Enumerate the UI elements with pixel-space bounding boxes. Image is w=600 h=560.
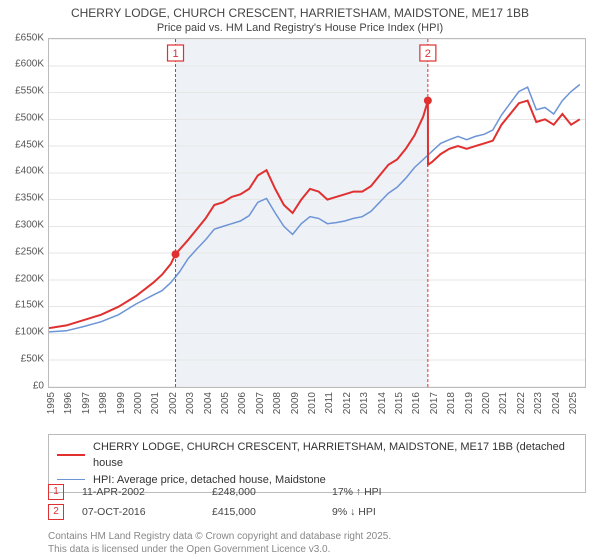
x-tick-label: 2011	[324, 392, 335, 414]
page-subtitle: Price paid vs. HM Land Registry's House …	[0, 22, 600, 34]
y-tick-label: £150K	[15, 300, 44, 311]
x-tick-label: 2019	[464, 392, 475, 414]
y-tick-label: £400K	[15, 166, 44, 177]
event-row: 1 11-APR-2002£248,00017% ↑ HPI	[48, 482, 586, 502]
y-tick-label: £550K	[15, 86, 44, 97]
x-tick-label: 2008	[272, 392, 283, 414]
event-date: 11-APR-2002	[82, 486, 212, 498]
y-tick-label: £650K	[15, 32, 44, 43]
x-tick-label: 2024	[551, 392, 562, 414]
y-tick-label: £0	[33, 380, 44, 391]
y-tick-label: £300K	[15, 219, 44, 230]
y-axis-labels: £0 £50K £100K £150K £200K £250K £300K £350K £400…	[0, 38, 46, 388]
x-tick-label: 1997	[81, 392, 92, 414]
x-tick-label: 2003	[185, 392, 196, 414]
legend-label-series1: CHERRY LODGE, CHURCH CRESCENT, HARRIETSH…	[93, 439, 577, 472]
x-tick-label: 2018	[446, 392, 457, 414]
x-tick-label: 2023	[533, 392, 544, 414]
x-tick-label: 2001	[150, 392, 161, 414]
legend-swatch-series1	[57, 454, 85, 456]
attribution-line2: This data is licensed under the Open Gov…	[48, 543, 586, 556]
x-tick-label: 2007	[255, 392, 266, 414]
x-tick-label: 2016	[411, 392, 422, 414]
x-tick-label: 2022	[516, 392, 527, 414]
event-row: 2 07-OCT-2016£415,0009% ↓ HPI	[48, 502, 586, 522]
attribution-line1: Contains HM Land Registry data © Crown c…	[48, 530, 586, 543]
x-tick-label: 1995	[46, 392, 57, 414]
legend-row: CHERRY LODGE, CHURCH CRESCENT, HARRIETSH…	[57, 439, 577, 472]
event-price: £248,000	[212, 486, 332, 498]
event-marker: 2	[48, 504, 64, 520]
x-tick-label: 2005	[220, 392, 231, 414]
plot-area: 12	[48, 38, 586, 388]
y-tick-label: £600K	[15, 59, 44, 70]
x-tick-label: 2020	[481, 392, 492, 414]
y-tick-label: £350K	[15, 193, 44, 204]
event-hpi: 17% ↑ HPI	[332, 486, 452, 498]
event-date: 07-OCT-2016	[82, 506, 212, 518]
x-tick-label: 2017	[429, 392, 440, 414]
page-title: CHERRY LODGE, CHURCH CRESCENT, HARRIETSH…	[10, 6, 590, 22]
x-tick-label: 2004	[203, 392, 214, 414]
event-marker: 1	[48, 484, 64, 500]
chart-svg: 12	[49, 39, 585, 387]
events-table: 1 11-APR-2002£248,00017% ↑ HPI 2 07-OCT-201…	[48, 482, 586, 522]
x-tick-label: 2012	[342, 392, 353, 414]
x-tick-label: 1999	[116, 392, 127, 414]
y-tick-label: £100K	[15, 327, 44, 338]
svg-text:1: 1	[172, 48, 178, 60]
x-tick-label: 2025	[568, 392, 579, 414]
x-tick-label: 2014	[377, 392, 388, 414]
x-tick-label: 1996	[63, 392, 74, 414]
y-tick-label: £500K	[15, 112, 44, 123]
x-tick-label: 2015	[394, 392, 405, 414]
event-hpi: 9% ↓ HPI	[332, 506, 452, 518]
chart-container: £0 £50K £100K £150K £200K £250K £300K £350K £400…	[0, 38, 600, 560]
x-tick-label: 2021	[498, 392, 509, 414]
x-tick-label: 2002	[168, 392, 179, 414]
event-price: £415,000	[212, 506, 332, 518]
x-tick-label: 2010	[307, 392, 318, 414]
x-tick-label: 2013	[359, 392, 370, 414]
x-tick-label: 2009	[290, 392, 301, 414]
y-tick-label: £250K	[15, 246, 44, 257]
y-tick-label: £50K	[21, 353, 44, 364]
attribution: Contains HM Land Registry data © Crown c…	[48, 530, 586, 556]
x-tick-label: 1998	[98, 392, 109, 414]
legend-swatch-series2	[57, 479, 85, 480]
y-tick-label: £200K	[15, 273, 44, 284]
x-tick-label: 2006	[237, 392, 248, 414]
x-tick-label: 2000	[133, 392, 144, 414]
svg-text:2: 2	[425, 48, 431, 60]
y-tick-label: £450K	[15, 139, 44, 150]
